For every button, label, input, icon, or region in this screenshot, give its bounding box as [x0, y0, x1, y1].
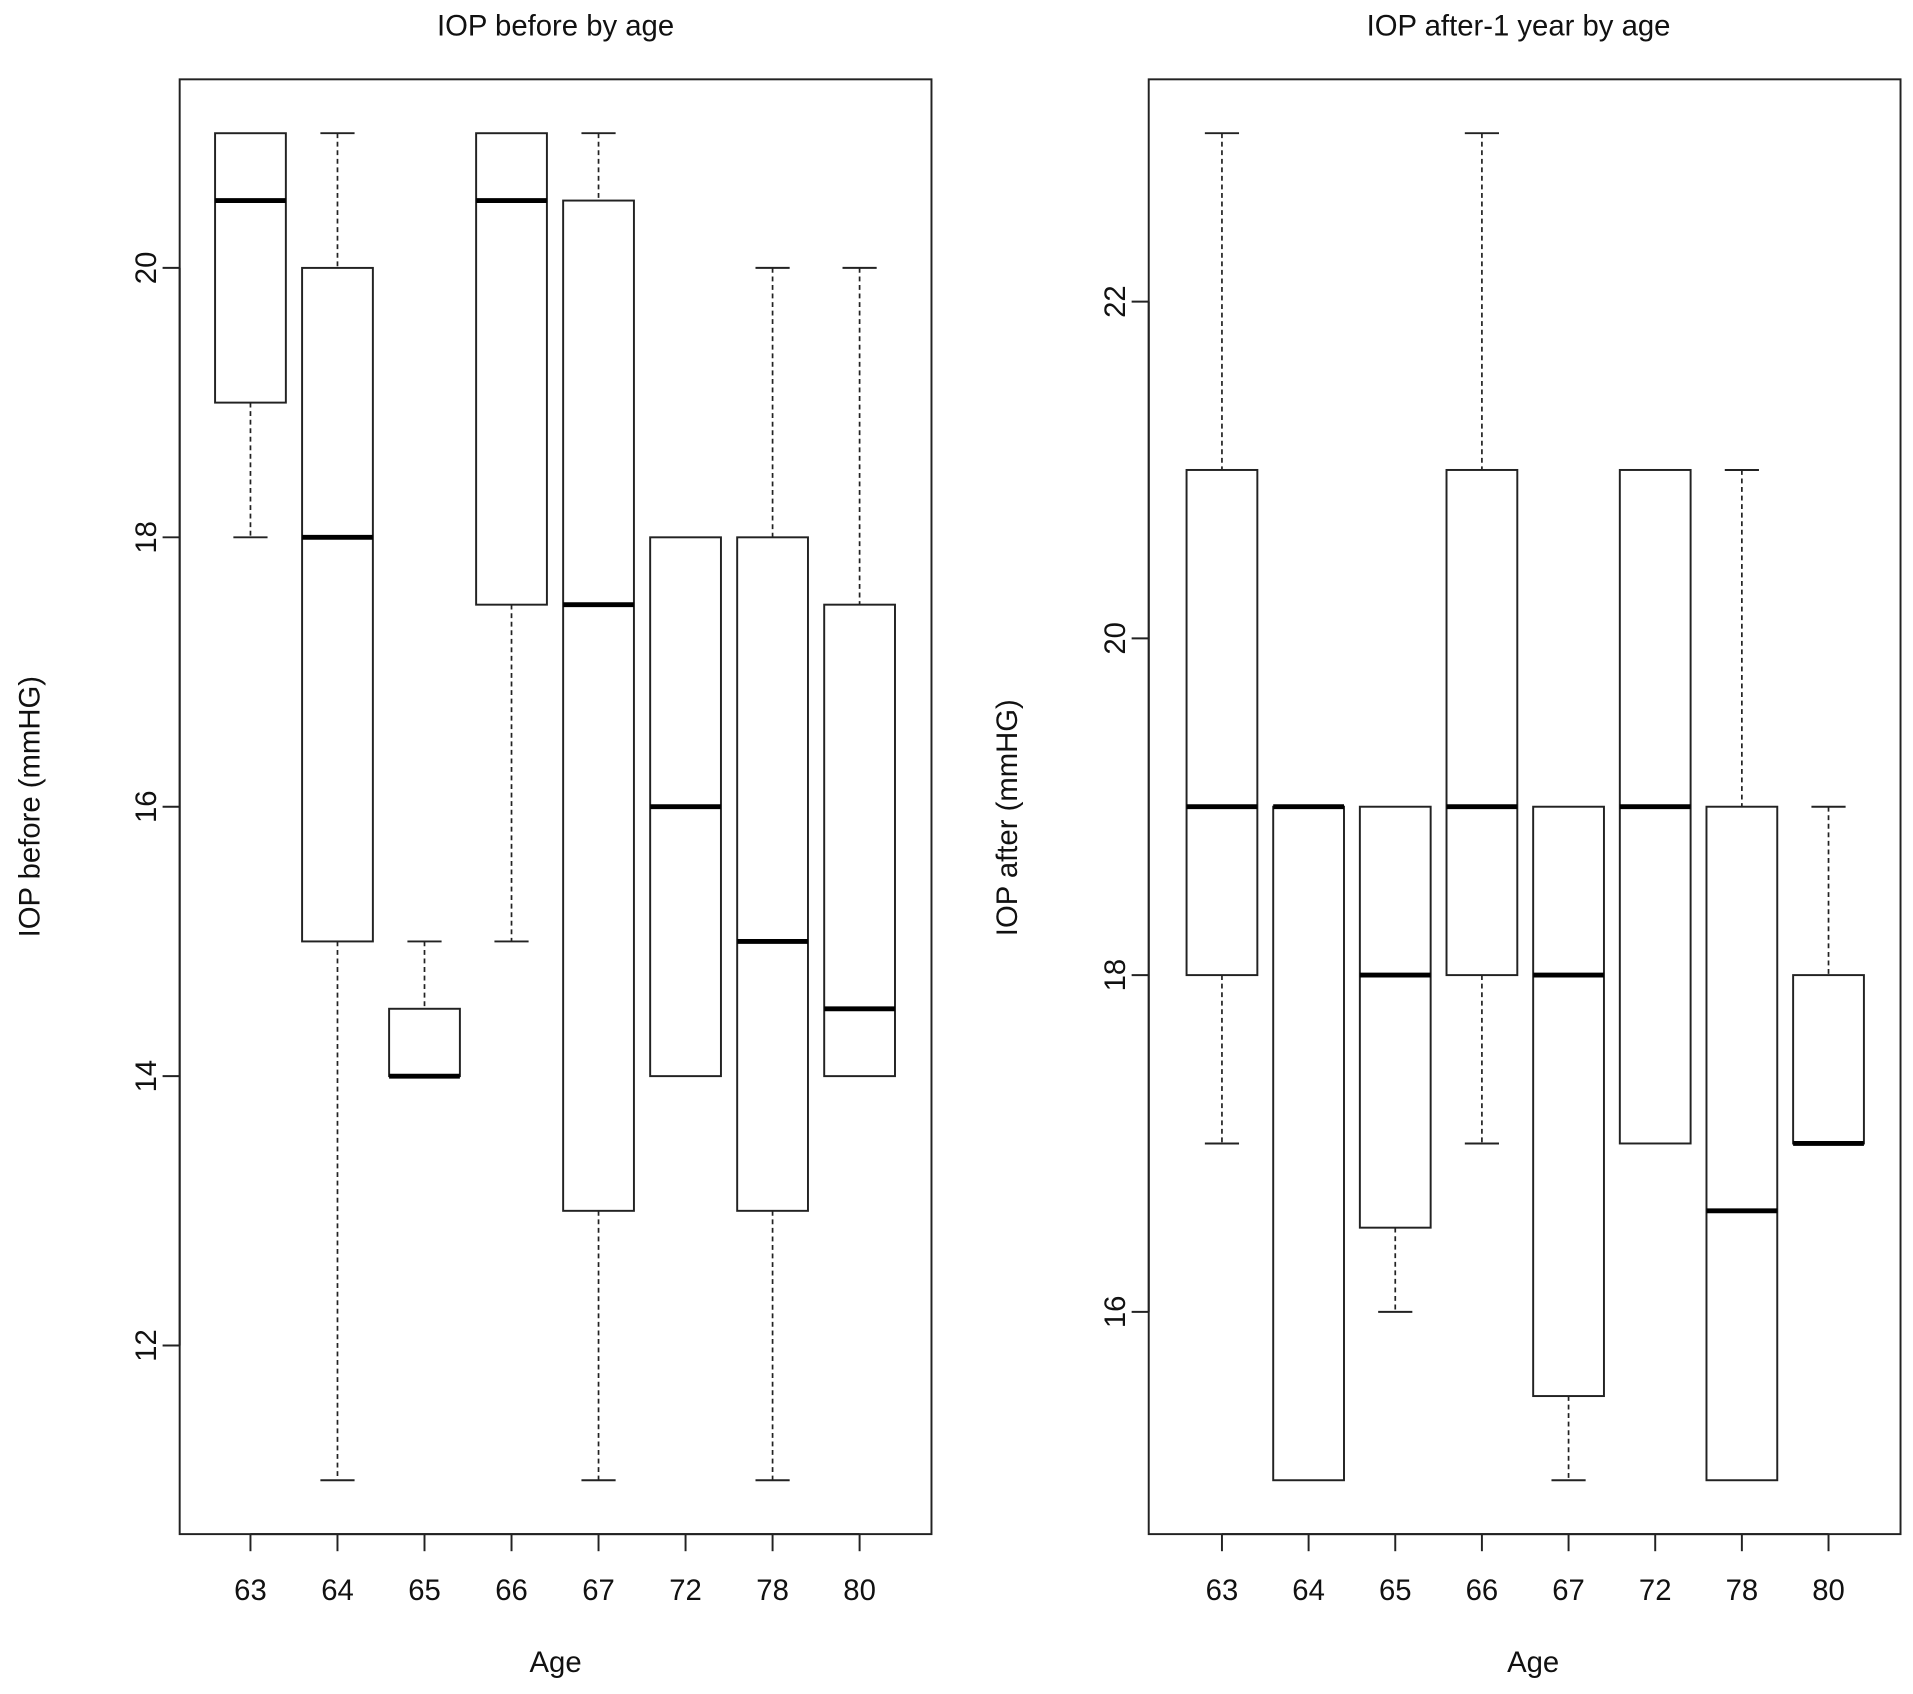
x-tick-label: 78 [1726, 1574, 1759, 1607]
x-tick-label: 66 [495, 1574, 528, 1607]
box-iqr [1705, 805, 1779, 1482]
box-iqr [1792, 974, 1865, 1145]
y-tick-label: 18 [1099, 959, 1132, 992]
x-tick-label: 72 [1639, 1574, 1672, 1607]
box-80 [823, 266, 896, 1078]
x-axis-label: Age [530, 1646, 582, 1679]
box-72 [649, 536, 722, 1078]
plot-frame [178, 78, 933, 1536]
x-axis-label: Age [1507, 1646, 1559, 1679]
chart-title: IOP before by age [437, 9, 674, 42]
y-tick-label: 20 [1099, 622, 1132, 655]
y-tick-label: 16 [1099, 1296, 1132, 1329]
x-tick-label: 67 [1552, 1574, 1585, 1607]
box-iqr [1445, 468, 1519, 977]
box-iqr [823, 603, 896, 1078]
box-iqr [562, 199, 635, 1212]
box-63 [214, 132, 287, 539]
y-axis-label: IOP after (mmHG) [991, 699, 1024, 936]
x-tick-label: 63 [1206, 1574, 1239, 1607]
box-65 [388, 940, 461, 1079]
chart-title: IOP after-1 year by age [1367, 9, 1671, 42]
box-67 [1532, 805, 1605, 1482]
x-tick-label: 65 [408, 1574, 441, 1607]
box-66 [1445, 132, 1519, 1145]
box-78 [1705, 468, 1779, 1482]
box-iqr [301, 266, 374, 943]
x-tick-label: 67 [582, 1574, 615, 1607]
y-tick-label: 12 [130, 1329, 163, 1362]
box-iqr [736, 536, 809, 1212]
box-64 [301, 132, 374, 1482]
x-tick-label: 64 [1292, 1574, 1325, 1607]
box-iqr [1532, 805, 1605, 1398]
box-66 [475, 132, 548, 943]
box-67 [562, 132, 635, 1482]
box-iqr [475, 132, 548, 606]
box-72 [1618, 468, 1692, 1145]
box-80 [1792, 805, 1865, 1146]
plot-frame [1147, 78, 1902, 1536]
x-tick-label: 66 [1466, 1574, 1499, 1607]
x-tick-label: 65 [1379, 1574, 1412, 1607]
x-tick-label: 64 [321, 1574, 354, 1607]
box-64 [1272, 804, 1345, 1482]
box-78 [736, 266, 809, 1482]
box-iqr [1272, 805, 1345, 1482]
y-tick-label: 22 [1099, 285, 1132, 318]
y-tick-label: 18 [130, 521, 163, 554]
x-tick-label: 80 [843, 1574, 876, 1607]
y-tick-label: 14 [130, 1060, 163, 1093]
box-63 [1185, 132, 1259, 1145]
panel-iop-after: IOP after-1 year by age Age IOP after (m… [991, 9, 1902, 1679]
box-iqr [388, 1007, 461, 1078]
box-iqr [1358, 805, 1432, 1229]
x-tick-label: 78 [756, 1574, 789, 1607]
x-tick-label: 80 [1812, 1574, 1845, 1607]
x-tick-label: 72 [669, 1574, 702, 1607]
y-tick-label: 16 [130, 790, 163, 823]
y-axis-label: IOP before (mmHG) [13, 676, 46, 937]
x-tick-label: 63 [234, 1574, 267, 1607]
box-iqr [214, 132, 287, 404]
box-65 [1358, 805, 1432, 1313]
y-tick-label: 20 [130, 252, 163, 285]
box-iqr [1185, 468, 1259, 977]
panel-iop-before: IOP before by age Age IOP before (mmHG) … [13, 9, 933, 1679]
